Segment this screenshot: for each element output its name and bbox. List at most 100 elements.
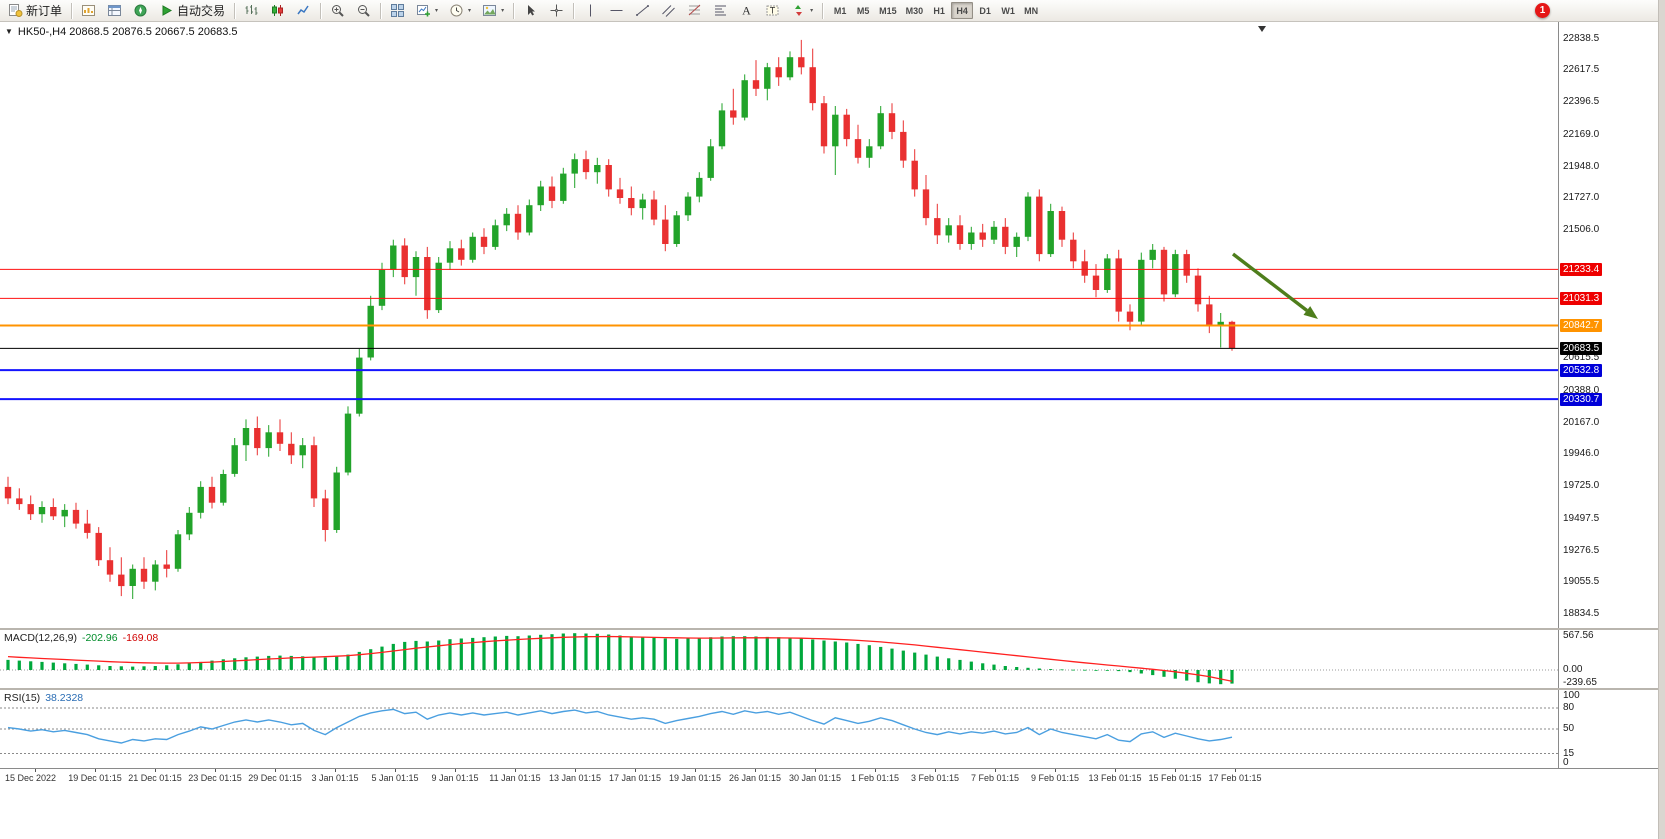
rsi-chart[interactable] (0, 690, 1558, 768)
axis-label: 19725.0 (1563, 480, 1600, 492)
rsi-value: 38.2328 (45, 692, 84, 704)
periods-button[interactable]: ▾ (444, 1, 476, 21)
axis-label: 50 (1563, 723, 1575, 734)
price-line-tag: 20532.8 (1560, 363, 1603, 377)
text-icon: A (742, 4, 751, 18)
axis-label: 22617.5 (1563, 64, 1600, 76)
ohlc-bars-icon (245, 5, 258, 15)
time-axis-tick (215, 769, 216, 772)
time-axis-label: 3 Jan 01:15 (311, 773, 359, 783)
new-order-button[interactable]: 新订单 (3, 1, 67, 21)
time-axis-label: 3 Feb 01:15 (910, 773, 960, 783)
navigator-button[interactable] (128, 1, 153, 21)
candlestick-mode-button[interactable] (265, 1, 290, 21)
price-line-tag: 20683.5 (1560, 341, 1603, 355)
time-axis-label: 29 Dec 01:15 (248, 773, 302, 783)
macd-chart[interactable] (0, 630, 1558, 688)
fibonacci-tool-button[interactable] (682, 1, 707, 21)
price-line-tag: 21031.3 (1560, 291, 1603, 305)
new-order-label: 新订单 (26, 4, 63, 18)
arrows-icon (795, 5, 803, 16)
timeframe-button-m15[interactable]: M15 (879, 5, 897, 16)
panel-splitter[interactable] (0, 628, 1665, 630)
dropdown-caret-icon[interactable]: ▾ (501, 7, 505, 14)
label-tool-button[interactable]: T (760, 1, 785, 21)
time-axis-label: 9 Jan 01:15 (431, 773, 479, 783)
timeframe-button-mn[interactable]: MN (1024, 5, 1039, 16)
data-window-button[interactable] (102, 1, 127, 21)
axis-label: 19946.0 (1563, 448, 1600, 460)
time-axis-tick (1175, 769, 1176, 772)
macd-panel: MACD(12,26,9) -202.96 -169.08 567.56 0.00… (0, 630, 1665, 688)
macd-axis[interactable]: 567.56 0.00 -239.65 (1558, 630, 1658, 688)
timeframe-button-w1[interactable]: W1 (1001, 5, 1015, 16)
zoom-in-button[interactable] (325, 1, 350, 21)
chart-title: ▼ HK50-,H4 20868.5 20876.5 20667.5 20683… (5, 26, 238, 38)
market-watch-button[interactable] (76, 1, 101, 21)
levels-tool-button[interactable] (708, 1, 733, 21)
horizontal-line-tool-button[interactable] (604, 1, 629, 21)
channel-tool-button[interactable] (656, 1, 681, 21)
axis-label: 21948.0 (1563, 160, 1600, 172)
time-axis-label: 17 Feb 01:15 (1208, 773, 1262, 783)
svg-text:T: T (770, 6, 776, 16)
trendline-icon (636, 5, 650, 16)
auto-trading-play-icon (162, 5, 173, 16)
macd-label: MACD(12,26,9) -202.96 -169.08 (4, 632, 158, 644)
time-axis-tick (275, 769, 276, 772)
timeframe-button-h4[interactable]: H4 (951, 2, 974, 19)
chart-shift-marker (1258, 26, 1266, 32)
vertical-line-icon (590, 4, 592, 17)
timeframe-button-h1[interactable]: H1 (933, 5, 945, 16)
time-axis-label: 13 Feb 01:15 (1088, 773, 1142, 783)
timeframe-button-m5[interactable]: M5 (856, 5, 870, 16)
crosshair-button[interactable] (544, 1, 569, 21)
cursor-button[interactable] (518, 1, 543, 21)
dropdown-caret-icon[interactable]: ▾ (468, 7, 472, 14)
market-watch-icon (82, 5, 96, 16)
time-axis-tick (515, 769, 516, 772)
toolbar-separator (822, 2, 824, 19)
time-axis-tick (1235, 769, 1236, 772)
zoom-out-icon (358, 5, 370, 17)
time-axis-label: 23 Dec 01:15 (188, 773, 242, 783)
axis-label: 22169.0 (1563, 128, 1600, 140)
axis-label: -239.65 (1563, 677, 1597, 688)
axis-label: 20388.0 (1563, 384, 1600, 396)
time-axis-label: 15 Feb 01:15 (1148, 773, 1202, 783)
time-axis[interactable]: 15 Dec 2022 19 Dec 01:15 21 Dec 01:15 23 De… (0, 768, 1665, 786)
vertical-line-tool-button[interactable] (578, 1, 603, 21)
auto-trading-button[interactable]: 自动交易 (154, 1, 230, 21)
axis-label: 20167.0 (1563, 416, 1600, 428)
arrows-tool-button[interactable]: ▾ (786, 1, 818, 21)
dropdown-caret-icon[interactable]: ▾ (810, 7, 814, 14)
time-axis-label: 19 Jan 01:15 (668, 773, 722, 783)
notification-badge[interactable]: 1 (1535, 3, 1550, 18)
rsi-axis[interactable]: 100 80 50 15 0 (1558, 690, 1658, 768)
templates-button[interactable]: ▾ (477, 1, 509, 21)
zoom-out-button[interactable] (351, 1, 376, 21)
ohlc-expander-icon[interactable]: ▼ (5, 27, 13, 36)
timeframe-button-m30[interactable]: M30 (905, 5, 924, 16)
price-line-tag: 20330.7 (1560, 392, 1603, 406)
price-axis[interactable]: 22838.5 22617.5 22396.5 22169.0 21948.0 21727… (1558, 22, 1658, 628)
toolbar-separator (234, 2, 236, 19)
line-chart-mode-button[interactable] (291, 1, 316, 21)
tile-windows-button[interactable] (385, 1, 410, 21)
axis-label: 0.00 (1563, 663, 1583, 675)
macd-name: MACD(12,26,9) (4, 632, 77, 644)
macd-signal-value: -169.08 (122, 632, 159, 644)
toolbar-separator (573, 2, 575, 19)
panel-splitter[interactable] (0, 688, 1665, 690)
dropdown-caret-icon[interactable]: ▾ (435, 7, 439, 14)
timeframe-button-m1[interactable]: M1 (833, 5, 847, 16)
price-chart[interactable] (0, 22, 1558, 628)
time-axis-tick (335, 769, 336, 772)
timeframe-button-d1[interactable]: D1 (979, 5, 991, 16)
new-chart-button[interactable]: ▾ (411, 1, 443, 21)
axis-label: 19276.5 (1563, 544, 1600, 556)
text-tool-button[interactable]: A (734, 1, 759, 21)
trendline-tool-button[interactable] (630, 1, 655, 21)
bar-chart-mode-button[interactable] (239, 1, 264, 21)
